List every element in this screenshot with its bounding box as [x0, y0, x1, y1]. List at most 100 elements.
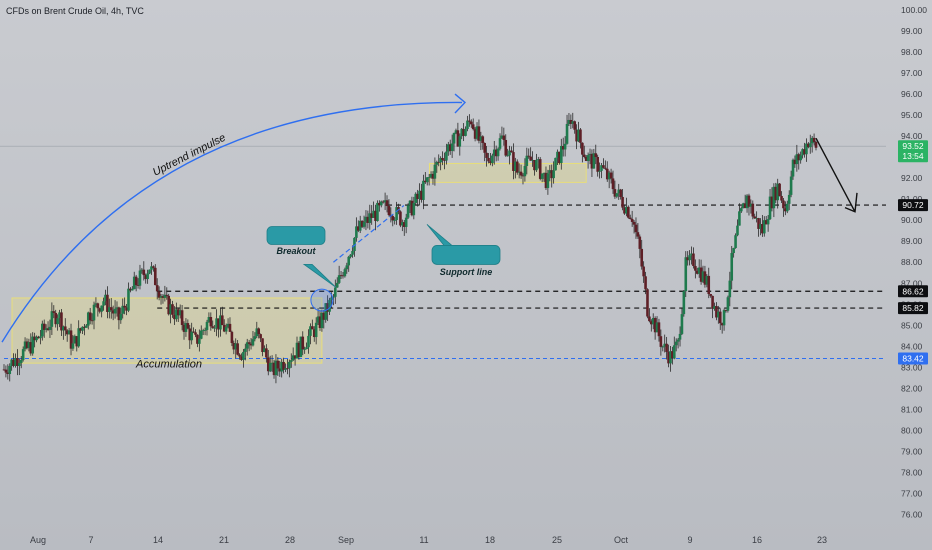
candle-body [686, 257, 689, 261]
candle-body [198, 338, 201, 344]
price-tag-bg [898, 352, 928, 365]
candle-body [475, 126, 479, 139]
candle-body [205, 321, 209, 330]
candle-body [244, 348, 247, 352]
candle-body [659, 336, 663, 347]
candle-body [713, 306, 716, 309]
candle-body [240, 356, 243, 360]
candle-body [286, 368, 289, 370]
candle-body [720, 323, 724, 326]
candle-body [347, 256, 351, 266]
candle-body [362, 221, 366, 227]
candle-body [648, 316, 651, 322]
candle-body [682, 291, 686, 315]
candle-body [178, 310, 182, 316]
candle-body [314, 322, 318, 338]
x-tick-label: Aug [30, 535, 46, 545]
candle-body [605, 168, 609, 180]
candle-body [213, 327, 216, 329]
candle-body [435, 161, 439, 165]
candle-body [404, 217, 408, 227]
candle-body [96, 303, 100, 309]
candle-body [291, 355, 295, 361]
candle-body [774, 186, 778, 201]
candle-body [358, 220, 362, 231]
candle-body [692, 253, 695, 267]
candle-body [573, 121, 576, 130]
candle-body [376, 202, 379, 222]
candle-body [799, 155, 802, 161]
candle-body [807, 143, 810, 148]
candle-body [615, 193, 619, 197]
candle-body [667, 351, 670, 364]
candle-body [341, 275, 345, 277]
candle-body [494, 149, 498, 157]
candle-body [784, 208, 787, 212]
x-tick-label: 23 [817, 535, 827, 545]
y-tick-label: 79.00 [901, 446, 923, 456]
candle-body [81, 326, 84, 331]
candle-body [402, 222, 406, 227]
candle-body [190, 331, 193, 341]
candle-body [653, 318, 657, 333]
y-tick-label: 98.00 [901, 47, 923, 57]
candle-body [778, 183, 781, 196]
candle-body [113, 308, 117, 314]
candle-body [33, 336, 36, 341]
candle-body [420, 190, 423, 200]
candle-body [613, 189, 617, 197]
candle-body [531, 160, 534, 161]
candle-body [152, 266, 155, 268]
candle-body [665, 343, 668, 352]
candle-body [320, 312, 324, 329]
candle-body [328, 299, 331, 312]
y-tick-label: 88.00 [901, 257, 923, 267]
candle-body [730, 253, 734, 281]
candle-body [554, 157, 557, 171]
candle-body [772, 186, 776, 209]
candle-body [447, 144, 450, 152]
candle-body [717, 311, 720, 318]
candle-body [537, 159, 540, 160]
candle-countdown-label: 13:54 [902, 151, 924, 161]
candle-body [736, 225, 739, 236]
candle-body [483, 142, 486, 153]
candle-body [383, 200, 387, 203]
candle-body [90, 320, 94, 322]
price-tag-label: 85.82 [902, 303, 924, 313]
candle-body [504, 139, 508, 156]
candle-body [464, 128, 467, 136]
candle-body [115, 307, 119, 309]
levels-layer [0, 145, 886, 360]
candle-body [50, 311, 54, 327]
y-tick-label: 96.00 [901, 89, 923, 99]
candle-body [688, 255, 691, 261]
candle-body [167, 295, 170, 315]
candle-body [381, 201, 385, 203]
candle-body [188, 328, 192, 341]
candle-body [217, 318, 220, 330]
candle-body [582, 154, 586, 158]
candle-body [31, 336, 35, 354]
candle-body [169, 304, 172, 315]
candle-body [393, 220, 396, 221]
candle-body [266, 357, 270, 372]
candle-body [684, 257, 688, 292]
candle-body [194, 332, 197, 335]
candle-body [439, 157, 442, 163]
candle-body [98, 308, 102, 312]
breakout-callout [266, 226, 337, 288]
candle-body [339, 275, 343, 277]
candle-body [594, 153, 598, 157]
candle-body [579, 129, 582, 143]
candle-body [738, 211, 741, 226]
candle-body [119, 313, 123, 321]
candle-body [789, 176, 793, 195]
candle-body [715, 306, 718, 318]
candle-body [245, 342, 249, 349]
candle-body [360, 220, 364, 227]
candle-body [787, 194, 791, 204]
candle-body [728, 280, 732, 298]
candle-body [27, 342, 31, 349]
